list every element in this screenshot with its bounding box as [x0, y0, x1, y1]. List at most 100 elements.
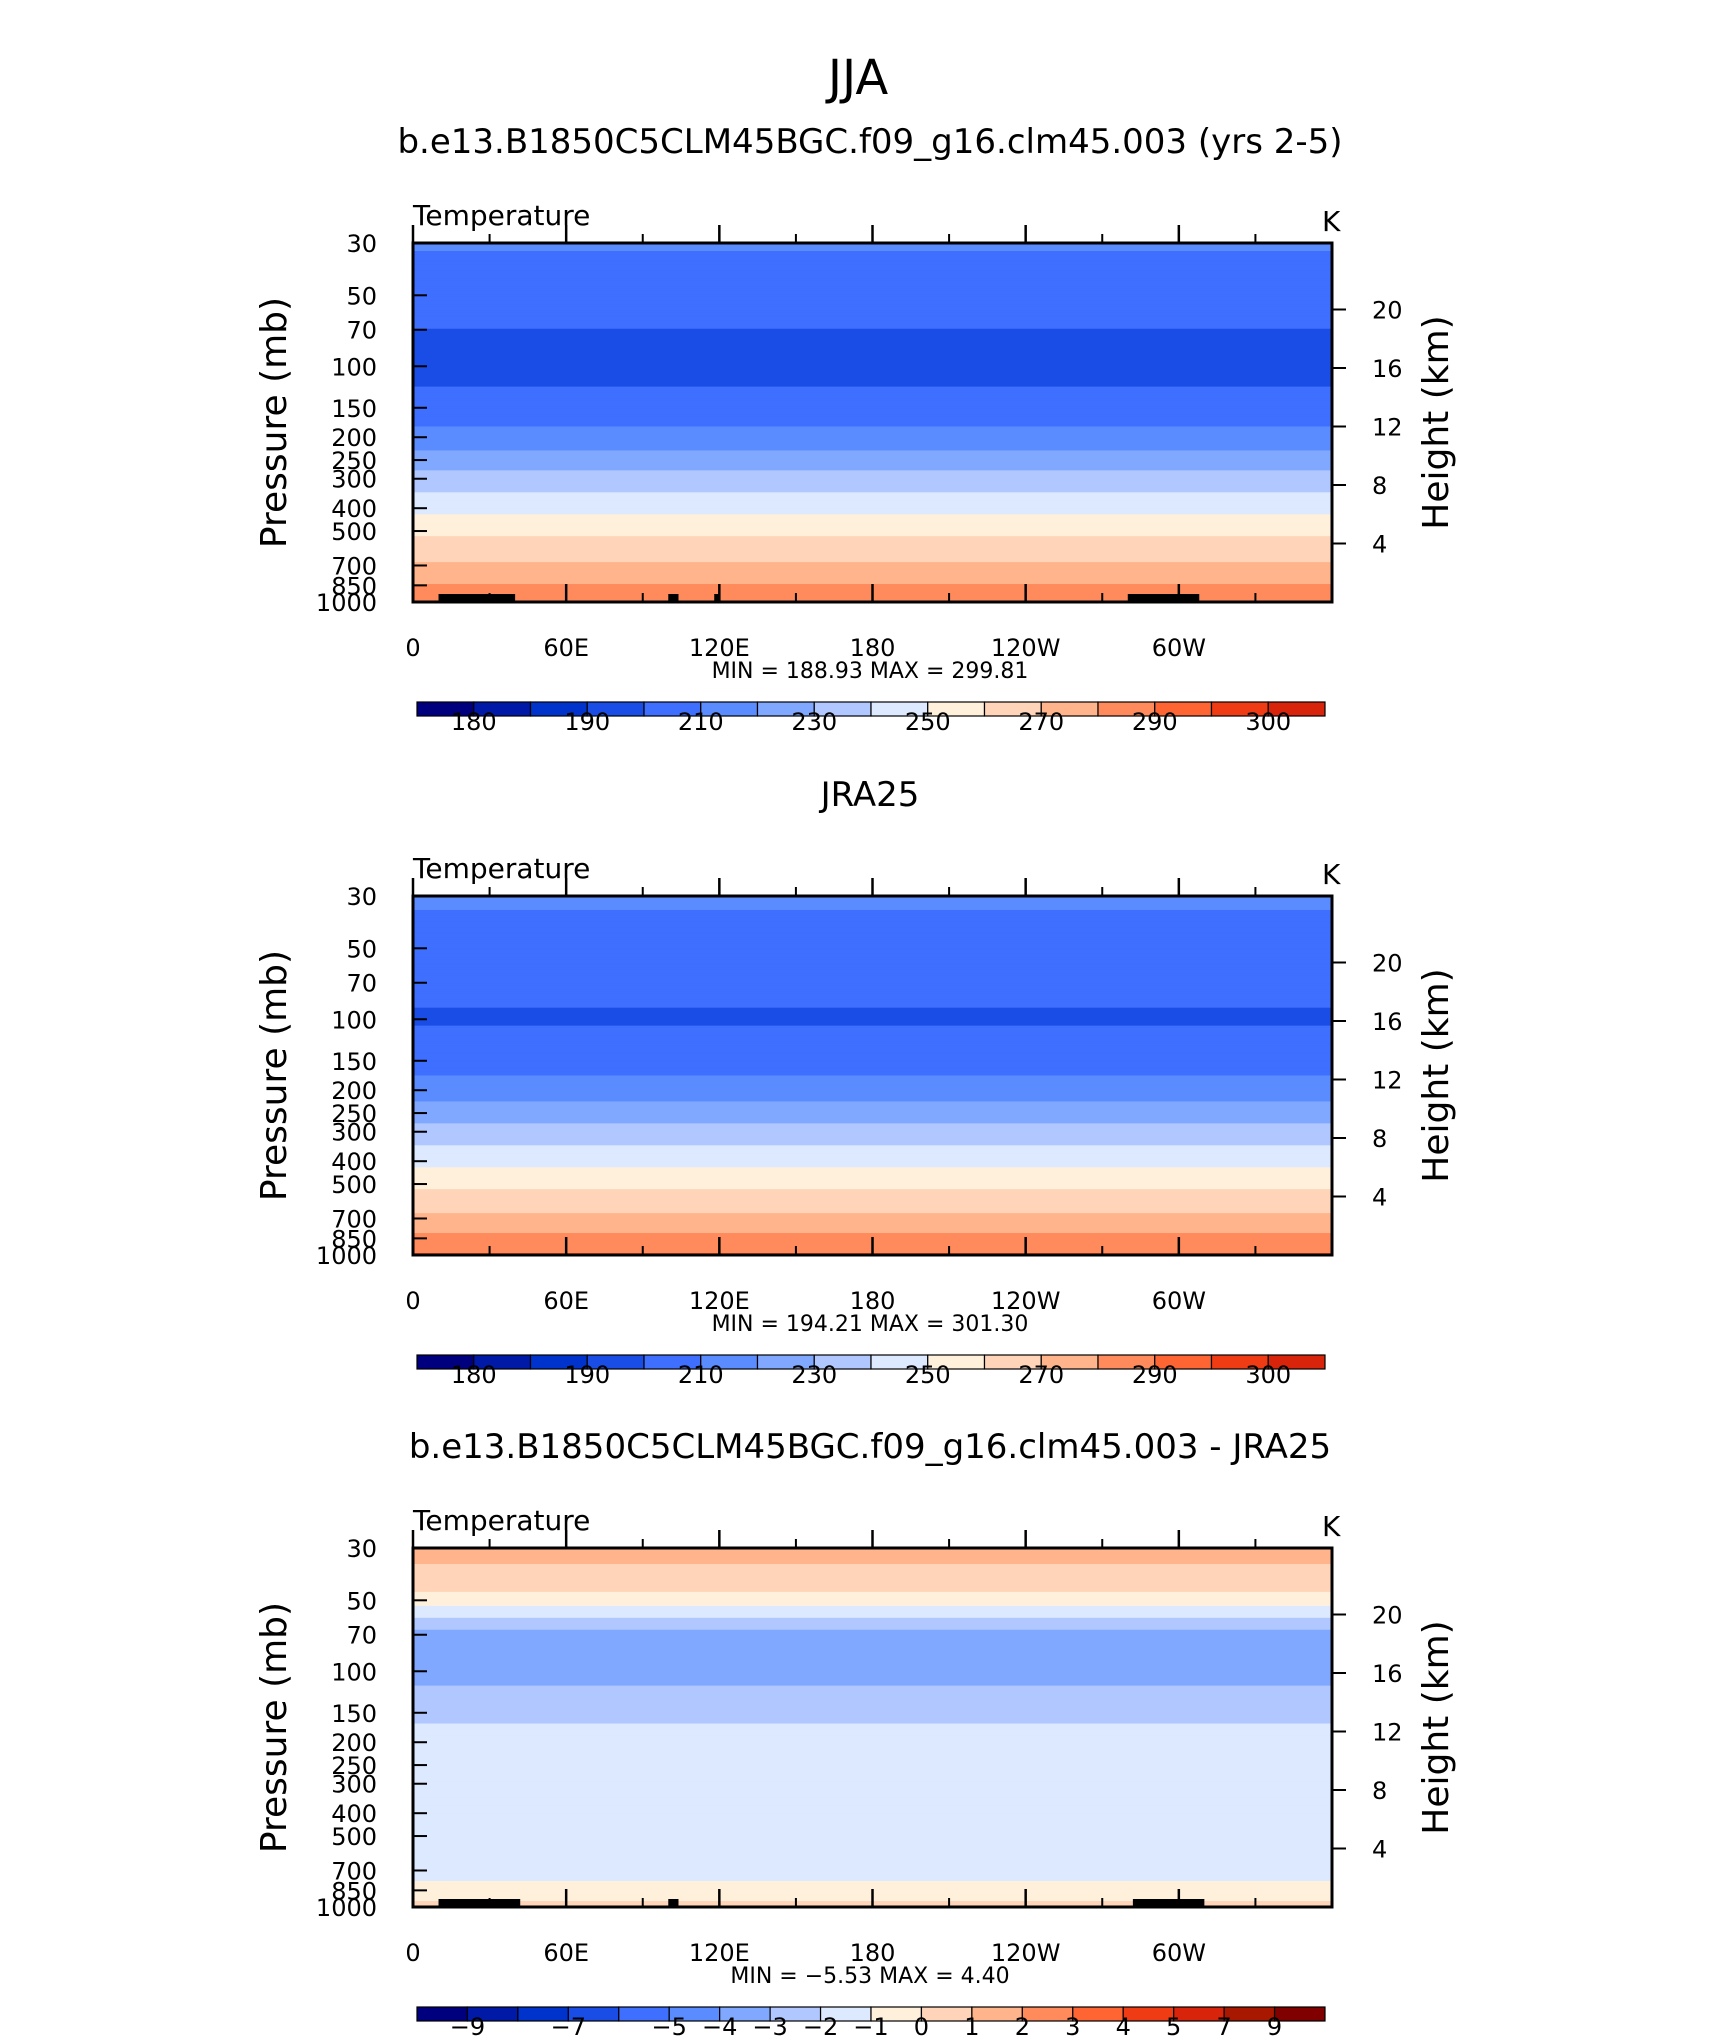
contour-band: [413, 1035, 1332, 1039]
colorbar-box: [1273, 2006, 1326, 2022]
contour-band: [413, 1675, 1332, 1679]
contour-band: [413, 1009, 1332, 1013]
contour-band: [413, 1181, 1332, 1184]
contour-band: [413, 1881, 1332, 1884]
contour-band: [413, 1565, 1332, 1569]
contour-band: [413, 1033, 1332, 1037]
contour-band: [413, 1775, 1332, 1778]
contour-band: [413, 923, 1332, 927]
contour-band: [413, 418, 1332, 422]
contour-band: [413, 528, 1332, 531]
contour-band: [413, 462, 1332, 465]
contour-band: [413, 1011, 1332, 1015]
contour-band: [413, 570, 1332, 573]
contour-band: [413, 1101, 1332, 1105]
colorbar-label: 250: [905, 708, 951, 736]
y-tick-label: 150: [331, 1700, 377, 1728]
y-tick-label: 850: [331, 1225, 377, 1253]
contour-band: [413, 1213, 1332, 1216]
contour-band: [413, 925, 1332, 929]
contour-band: [413, 572, 1332, 575]
units-label: K: [1322, 858, 1341, 891]
contour-band: [413, 402, 1332, 406]
contour-band: [413, 1049, 1332, 1053]
contour-band: [413, 562, 1332, 565]
contour-band: [413, 1203, 1332, 1206]
contour-band: [413, 1177, 1332, 1180]
contour-band: [413, 1785, 1332, 1788]
contour-band: [413, 546, 1332, 549]
contour-band: [413, 985, 1332, 989]
contour-band: [413, 951, 1332, 955]
contour-band: [413, 444, 1332, 448]
x-tick-label: 120W: [991, 1287, 1061, 1315]
contour-band: [413, 1869, 1332, 1872]
contour-band: [413, 1043, 1332, 1047]
contour-band: [413, 1579, 1332, 1583]
contour-band: [413, 1095, 1332, 1099]
contour-band: [413, 1231, 1332, 1234]
contour-band: [413, 542, 1332, 545]
contour-band: [413, 1597, 1332, 1601]
contour-band: [413, 1201, 1332, 1204]
contour-band: [413, 1071, 1332, 1075]
colorbar-label: −5: [652, 2013, 687, 2038]
y-axis-title: Pressure (mb): [254, 297, 295, 548]
contour-band: [413, 1147, 1332, 1150]
contour-band: [413, 1197, 1332, 1200]
y-tick-label: 70: [346, 317, 377, 345]
contour-band: [413, 1013, 1332, 1017]
contour-band: [413, 496, 1332, 499]
contour-band: [413, 1057, 1332, 1061]
contour-band: [413, 1797, 1332, 1800]
contour-band: [413, 971, 1332, 975]
contour-band: [413, 446, 1332, 450]
contour-band: [413, 1623, 1332, 1627]
x-tick-label: 180: [850, 634, 896, 662]
contour-band: [413, 1185, 1332, 1188]
contour-band: [413, 312, 1332, 316]
contour-band: [413, 1139, 1332, 1142]
contour-band: [413, 1137, 1332, 1140]
contour-band: [413, 1115, 1332, 1118]
contour-band: [413, 316, 1332, 320]
contour-band: [413, 310, 1332, 314]
contour-band: [413, 1221, 1332, 1224]
contour-band: [413, 1613, 1332, 1617]
y-tick-label: 30: [346, 883, 377, 911]
contour-band: [413, 380, 1332, 384]
contour-band: [413, 1659, 1332, 1663]
contour-band: [413, 578, 1332, 581]
colorbar-label: 5: [1166, 2013, 1181, 2038]
contour-band: [413, 1705, 1332, 1709]
contour-band: [413, 330, 1332, 334]
contour-band: [413, 264, 1332, 268]
y-axis-title: Pressure (mb): [254, 950, 295, 1201]
colorbar-label: 290: [1132, 1361, 1178, 1389]
contour-band: [413, 1845, 1332, 1848]
contour-band: [413, 915, 1332, 919]
x-tick-label: 120W: [991, 1939, 1061, 1967]
contour-band: [413, 1157, 1332, 1160]
contour-band: [413, 1587, 1332, 1591]
contour-band: [413, 1711, 1332, 1715]
contour-band: [413, 1621, 1332, 1625]
contour-band: [413, 917, 1332, 921]
contour-band: [413, 292, 1332, 296]
colorbar-label: 2: [1015, 2013, 1030, 2038]
panel-title: b.e13.B1850C5CLM45BGC.f09_g16.clm45.003 …: [409, 1427, 1331, 1467]
contour-band: [413, 929, 1332, 933]
contour-band: [413, 266, 1332, 270]
contour-band: [413, 1673, 1332, 1677]
contour-band: [413, 1575, 1332, 1579]
field-label: Temperature: [412, 1504, 590, 1537]
contour-band: [413, 406, 1332, 410]
contour-band: [413, 1777, 1332, 1780]
contour-band: [413, 1693, 1332, 1697]
contour-band: [413, 322, 1332, 326]
contour-band: [413, 1609, 1332, 1613]
contour-band: [413, 442, 1332, 446]
x-tick-label: 120E: [689, 1939, 750, 1967]
y-tick-label: 700: [331, 1205, 377, 1233]
